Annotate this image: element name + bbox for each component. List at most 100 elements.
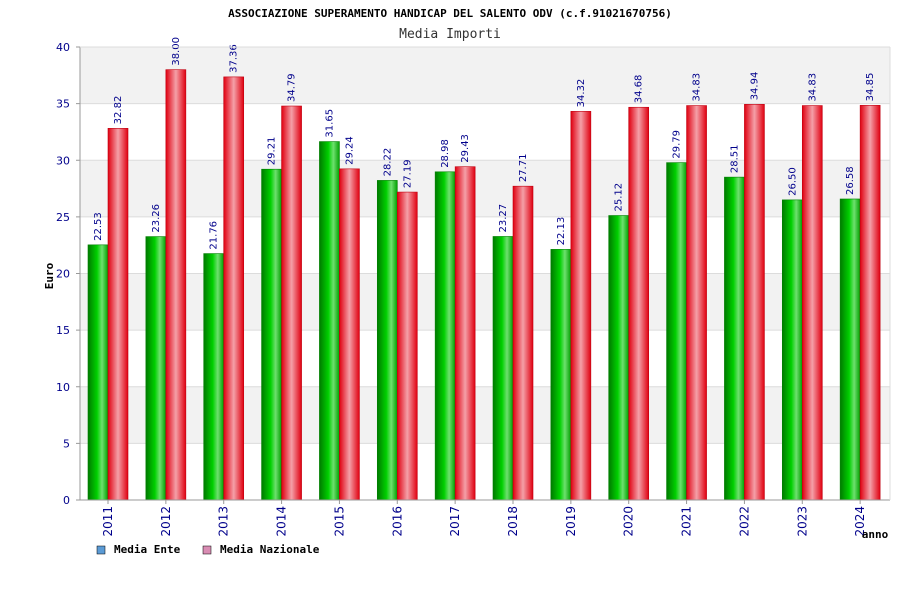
bar-media-nazionale-2018: [512, 185, 534, 501]
bar-media-ente-2023: [781, 199, 803, 501]
bar-media-nazionale-2023: [801, 105, 823, 501]
data-label: 29.24: [344, 136, 355, 165]
bars: [87, 69, 881, 501]
data-label: 34.83: [807, 73, 818, 102]
y-tick-label: 40: [56, 41, 70, 54]
bar-media-nazionale-2024: [859, 105, 881, 501]
data-labels: 22.53 32.82 23.26 38.00 21.76 37.36 29.21 34.79…: [93, 37, 876, 250]
data-label: 22.13: [556, 217, 567, 246]
x-tick-label: 2019: [564, 506, 578, 537]
data-label: 28.51: [729, 144, 740, 173]
x-tick-label: 2022: [737, 506, 751, 537]
bar-media-ente-2021: [666, 162, 687, 501]
bar-media-nazionale-2011: [107, 128, 129, 501]
plot-band: [80, 273, 890, 331]
x-tick-label: 2015: [332, 506, 346, 537]
x-tick-label: 2024: [853, 506, 867, 537]
data-label: 23.27: [498, 204, 509, 233]
bar-media-nazionale-2012: [165, 69, 187, 501]
data-label: 32.82: [113, 96, 124, 125]
x-tick-label: 2020: [622, 506, 636, 537]
x-tick-label: 2014: [275, 506, 289, 537]
data-label: 34.94: [749, 72, 760, 101]
bar-media-nazionale-2022: [744, 104, 765, 501]
x-tick-label: 2013: [217, 506, 231, 537]
bar-media-ente-2015: [319, 141, 340, 501]
bar-media-nazionale-2013: [223, 76, 245, 501]
data-label: 23.26: [151, 204, 162, 233]
plot-band: [80, 330, 890, 387]
data-label: 28.22: [382, 148, 393, 177]
y-tick-label: 10: [56, 381, 70, 394]
legend-swatch-media-ente: [96, 545, 106, 555]
data-label: 34.79: [287, 73, 298, 102]
data-label: 21.76: [209, 221, 220, 250]
bar-media-ente-2022: [724, 176, 745, 501]
bar-media-ente-2017: [434, 171, 456, 501]
chart-title: ASSOCIAZIONE SUPERAMENTO HANDICAP DEL SA…: [228, 7, 672, 20]
bar-media-ente-2013: [203, 253, 225, 501]
plot-band: [80, 103, 890, 161]
x-tick-label: 2012: [159, 506, 173, 537]
bar-media-nazionale-2020: [628, 106, 650, 501]
bar-media-nazionale-2017: [454, 166, 476, 501]
y-tick-label: 35: [56, 98, 70, 111]
plot-band: [80, 47, 890, 104]
plot-band: [80, 160, 890, 217]
bar-media-ente-2014: [261, 168, 282, 501]
bar-media-nazionale-2016: [396, 191, 418, 501]
plot-band: [80, 216, 890, 274]
chart-subtitle: Media Importi: [399, 27, 501, 42]
y-tick-label: 5: [63, 437, 70, 450]
bar-media-ente-2024: [839, 198, 861, 501]
x-tick-label: 2011: [101, 506, 115, 537]
y-tick-label: 0: [63, 494, 70, 507]
data-label: 29.79: [672, 130, 683, 159]
bar-media-ente-2016: [376, 180, 398, 501]
x-tick-label: 2023: [795, 506, 809, 537]
y-tick-label: 30: [56, 154, 70, 167]
legend: Media Ente Media Nazionale: [96, 543, 320, 556]
x-tick-label: 2021: [680, 506, 694, 537]
data-label: 27.71: [518, 154, 529, 183]
data-label: 34.32: [576, 79, 587, 108]
bar-media-ente-2011: [87, 244, 109, 501]
bar-media-nazionale-2019: [570, 111, 592, 501]
legend-swatch-media-nazionale: [202, 545, 212, 555]
data-label: 26.50: [787, 167, 798, 196]
bar-media-ente-2019: [550, 249, 572, 501]
data-label: 22.53: [93, 212, 104, 241]
data-label: 34.85: [865, 73, 876, 102]
data-label: 27.19: [402, 159, 413, 188]
plot-band: [80, 386, 890, 444]
bar-media-ente-2012: [145, 236, 167, 501]
plot-band: [80, 443, 890, 500]
data-label: 29.43: [460, 134, 471, 163]
data-label: 37.36: [229, 44, 240, 73]
y-tick-label: 20: [56, 268, 70, 281]
x-tick-label: 2018: [506, 506, 520, 537]
data-label: 26.58: [845, 166, 856, 195]
axes: 0 5 10 15 20 25 30 35 40 2011 2012 2013 2014 2015 2016…: [56, 41, 891, 537]
data-label: 29.21: [267, 137, 278, 166]
bar-media-ente-2020: [608, 215, 630, 501]
bar-media-nazionale-2021: [686, 105, 707, 501]
bar-media-nazionale-2014: [281, 105, 302, 501]
x-axis-label: anno: [862, 528, 889, 541]
data-label: 25.12: [614, 183, 625, 212]
bar-media-ente-2018: [492, 236, 514, 501]
y-axis-label: Euro: [43, 262, 56, 289]
legend-label-media-nazionale: Media Nazionale: [220, 543, 320, 556]
data-label: 28.98: [440, 139, 451, 168]
y-tick-label: 15: [56, 324, 70, 337]
legend-label-media-ente: Media Ente: [114, 543, 181, 556]
y-tick-label: 25: [56, 211, 70, 224]
bar-media-nazionale-2015: [339, 168, 360, 501]
data-label: 34.68: [634, 75, 645, 104]
data-label: 34.83: [692, 73, 703, 102]
x-tick-label: 2017: [448, 506, 462, 537]
data-label: 31.65: [324, 109, 335, 138]
data-label: 38.00: [171, 37, 182, 66]
x-tick-label: 2016: [390, 506, 404, 537]
